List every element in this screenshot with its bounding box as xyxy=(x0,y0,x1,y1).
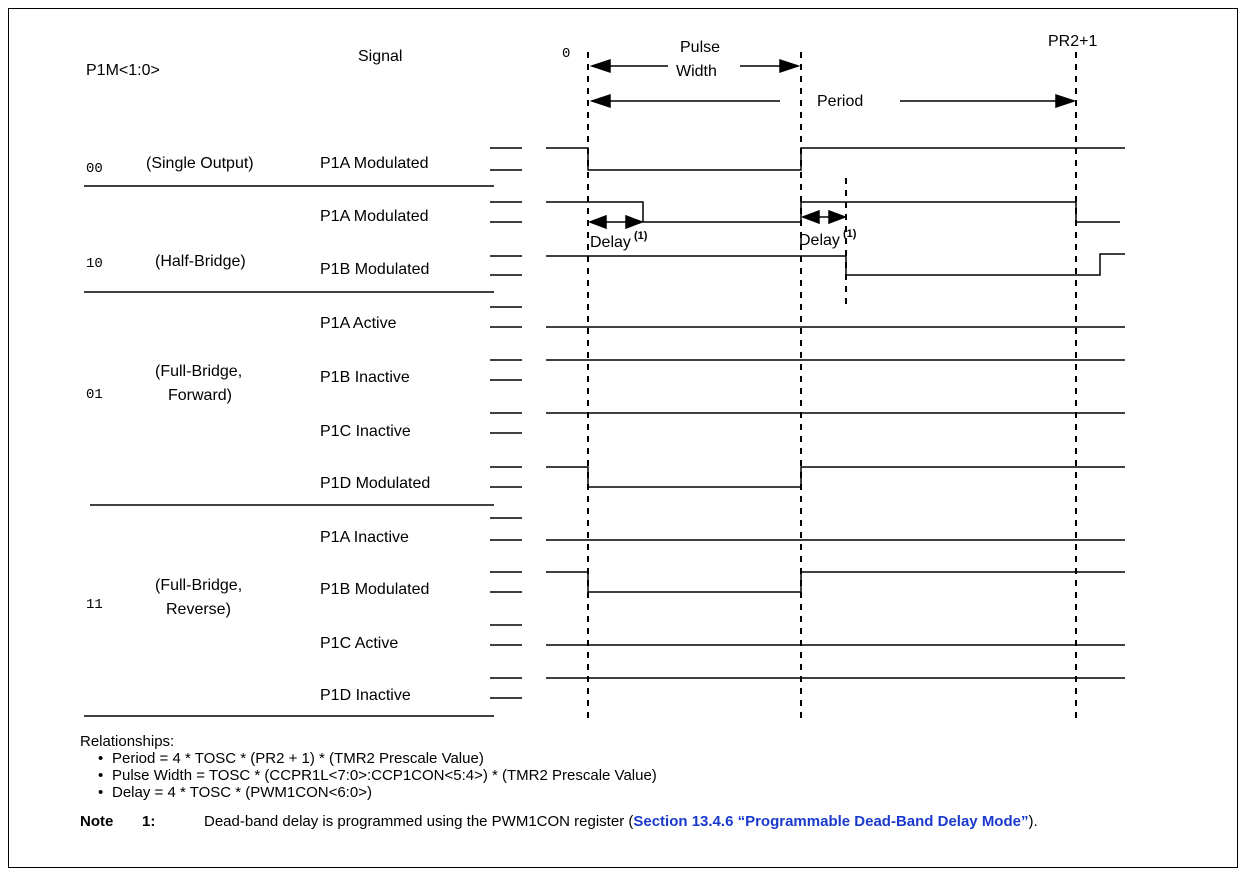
note-label: Note xyxy=(80,813,114,830)
waveform-11-p1b xyxy=(546,571,1125,593)
section-link[interactable]: Section 13.4.6 “Programmable Dead-Band D… xyxy=(633,813,1029,830)
delay-sup-1: (1) xyxy=(634,230,648,242)
delay-label-1: Delay xyxy=(590,234,631,251)
signal-label: P1A Inactive xyxy=(320,529,409,546)
header-signal: Signal xyxy=(358,48,402,65)
relationships: Relationships: Period = 4 * TOSC * (PR2 … xyxy=(80,733,1230,801)
signal-label: P1D Modulated xyxy=(320,475,430,492)
header-mode: P1M<1:0> xyxy=(86,62,160,79)
header-zero: 0 xyxy=(562,46,570,62)
mode-name-11-line2: Reverse) xyxy=(166,601,231,618)
arrow-head xyxy=(589,93,611,109)
header-pr2: PR2+1 xyxy=(1048,33,1097,50)
arrow-head xyxy=(1055,93,1077,109)
signal-label: P1D Inactive xyxy=(320,687,411,704)
header-arrows xyxy=(589,58,1077,109)
header-pulse-width-line2: Width xyxy=(676,63,717,80)
mode-name-01-line1: (Full-Bridge, xyxy=(155,363,242,380)
delay-label-2: Delay xyxy=(799,232,840,249)
waveform-01-p1d xyxy=(546,466,1125,488)
group-separators xyxy=(84,185,494,717)
diagram-frame xyxy=(8,8,1238,868)
signal-label: P1B Modulated xyxy=(320,261,429,278)
arrow-head xyxy=(589,58,611,74)
mode-name-01-line2: Forward) xyxy=(168,387,232,404)
relationships-title: Relationships: xyxy=(80,733,175,750)
signal-label: P1B Inactive xyxy=(320,369,410,386)
signal-label: P1A Active xyxy=(320,315,397,332)
arrow-head xyxy=(800,209,820,225)
relationship-pulse-width: Pulse Width = TOSC * (CCPR1L<7:0>:CCP1CO… xyxy=(98,767,1230,784)
waveform-10-p1a xyxy=(546,201,1120,223)
signal-label: P1A Modulated xyxy=(320,208,429,225)
waveform-00-p1a xyxy=(546,147,1125,171)
arrow-head xyxy=(828,209,848,225)
relationship-period: Period = 4 * TOSC * (PR2 + 1) * (TMR2 Pr… xyxy=(98,750,1230,767)
note-text-after: ). xyxy=(1028,813,1038,830)
note-1: Note 1: Dead-band delay is programmed us… xyxy=(80,812,1222,831)
relationships-list: Period = 4 * TOSC * (PR2 + 1) * (TMR2 Pr… xyxy=(80,750,1230,801)
signal-label: P1C Inactive xyxy=(320,423,411,440)
note-text: Dead-band delay is programmed using the … xyxy=(204,812,1222,831)
mode-code-10: 10 xyxy=(86,256,103,272)
waveforms xyxy=(546,147,1125,679)
arrow-head xyxy=(779,58,801,74)
relationship-delay: Delay = 4 * TOSC * (PWM1CON<6:0>) xyxy=(98,784,1230,801)
waveform-10-p1b xyxy=(546,253,1125,276)
mode-code-00: 00 xyxy=(86,161,103,177)
note-text-before: Dead-band delay is programmed using the … xyxy=(204,813,634,830)
note-number: 1: xyxy=(142,813,156,830)
header-period: Period xyxy=(817,93,863,110)
mode-code-01: 01 xyxy=(86,387,103,403)
delay-arrows xyxy=(587,209,848,230)
mode-name-10: (Half-Bridge) xyxy=(155,253,246,270)
signal-label: P1A Modulated xyxy=(320,155,429,172)
arrow-head xyxy=(625,214,645,230)
mode-code-11: 11 xyxy=(86,597,103,613)
signal-label: P1B Modulated xyxy=(320,581,429,598)
mode-name-11-line1: (Full-Bridge, xyxy=(155,577,242,594)
header-pulse-width-line1: Pulse xyxy=(680,39,720,56)
arrow-head xyxy=(587,214,607,230)
level-markers xyxy=(490,147,522,699)
mode-name-00: (Single Output) xyxy=(146,155,254,172)
signal-label: P1C Active xyxy=(320,635,398,652)
reference-lines xyxy=(587,52,1077,722)
delay-sup-2: (1) xyxy=(843,228,857,240)
